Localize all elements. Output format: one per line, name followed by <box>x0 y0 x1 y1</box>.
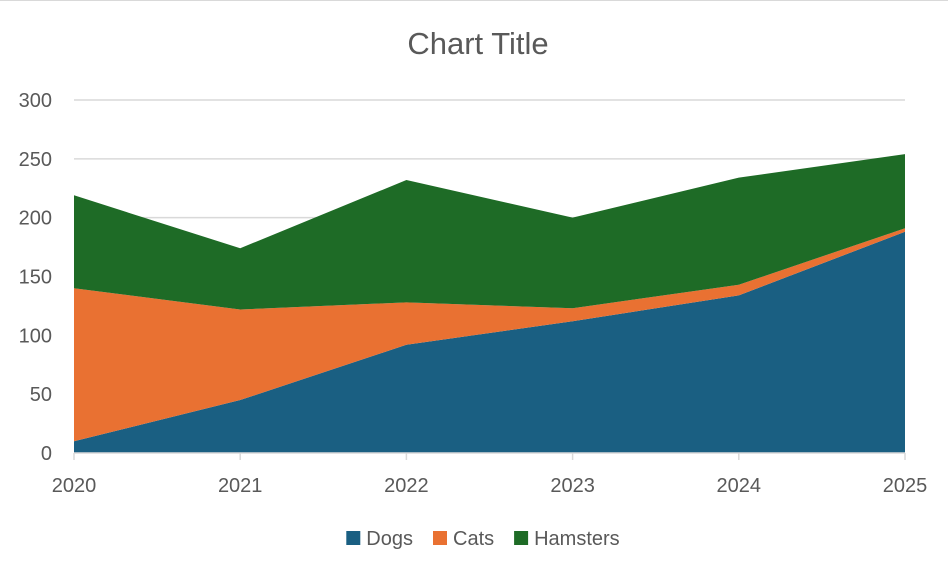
legend: Dogs Cats Hamsters <box>346 528 620 550</box>
area-hamsters <box>74 154 905 310</box>
legend-swatch-cats <box>433 531 447 545</box>
legend-swatch-hamsters <box>514 531 529 545</box>
x-tick-label-2021: 2021 <box>218 475 263 497</box>
y-tick-label-50: 50 <box>30 384 52 406</box>
y-tick-label-0: 0 <box>41 443 52 465</box>
y-tick-label-250: 250 <box>19 149 52 171</box>
area-cats <box>74 228 905 442</box>
legend-label-hamsters: Hamsters <box>534 528 620 550</box>
chart-title: Chart Title <box>407 26 548 61</box>
legend-item-dogs: Dogs <box>346 528 413 550</box>
legend-label-cats: Cats <box>453 528 494 550</box>
legend-swatch-dogs <box>346 531 361 545</box>
legend-label-dogs: Dogs <box>366 528 413 550</box>
axes: 2020 2021 2022 2023 2024 2025 <box>52 452 928 497</box>
x-tick-label-2022: 2022 <box>384 475 429 497</box>
y-tick-label-100: 100 <box>19 325 52 347</box>
area-series <box>74 154 905 453</box>
x-tick-label-2025: 2025 <box>883 475 928 497</box>
y-tick-label-300: 300 <box>19 90 52 112</box>
area-dogs <box>74 231 905 453</box>
y-tick-label-150: 150 <box>19 267 52 289</box>
x-tick-label-2023: 2023 <box>550 475 595 497</box>
x-tick-label-2024: 2024 <box>717 475 762 497</box>
legend-item-cats: Cats <box>433 528 494 550</box>
x-tick-label-2020: 2020 <box>52 475 97 497</box>
y-tick-label-200: 200 <box>19 208 52 230</box>
legend-item-hamsters: Hamsters <box>514 528 620 550</box>
